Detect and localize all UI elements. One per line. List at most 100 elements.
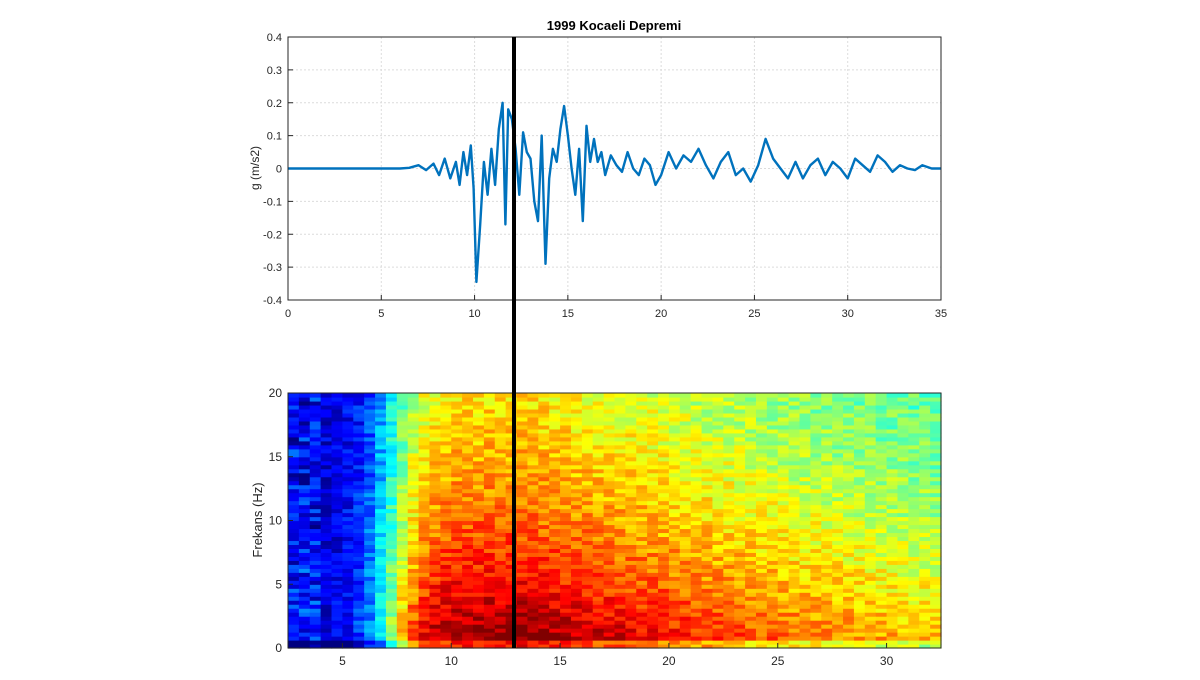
- spectrogram-cell: [636, 476, 648, 482]
- spectrogram-cell: [897, 416, 909, 422]
- spectrogram-cell: [690, 608, 703, 613]
- spectrogram-cell: [396, 492, 409, 498]
- spectrogram-cell: [701, 444, 714, 450]
- spectrogram-cell: [364, 444, 376, 450]
- spectrogram-cell: [908, 600, 920, 605]
- spectrogram-cell: [723, 608, 735, 613]
- spectrogram-cell: [821, 640, 833, 645]
- spectrogram-cell: [494, 516, 507, 522]
- spectrogram-cell: [723, 596, 735, 601]
- spectrogram-cell: [679, 624, 692, 629]
- spectrogram-cell: [658, 396, 670, 402]
- spectrogram-cell: [560, 396, 572, 402]
- spectrogram-cell: [636, 540, 648, 545]
- spectrogram-cell: [701, 644, 714, 649]
- spectrogram-cell: [494, 488, 507, 494]
- spectrogram-cell: [930, 604, 942, 609]
- spectrogram-cell: [483, 616, 496, 621]
- spectrogram-cell: [712, 564, 724, 569]
- spectrogram-cell: [331, 436, 344, 442]
- spectrogram-cell: [897, 524, 909, 530]
- spectrogram-cell: [723, 404, 735, 410]
- spectrogram-cell: [734, 452, 746, 458]
- spectrogram-cell: [603, 500, 616, 506]
- spectrogram-cell: [755, 464, 768, 470]
- spectrogram-cell: [843, 556, 855, 561]
- spectrogram-cell: [331, 544, 344, 549]
- spectrogram-cell: [396, 592, 409, 597]
- spectrogram-cell: [298, 480, 311, 486]
- spectrogram-cell: [614, 500, 626, 506]
- spectrogram-cell: [810, 464, 822, 470]
- spectrogram-cell: [668, 540, 681, 545]
- spectrogram-cell: [603, 436, 616, 442]
- spectrogram-cell: [875, 516, 888, 522]
- spectrogram-cell: [494, 524, 507, 530]
- spectrogram-cell: [755, 572, 768, 577]
- spectrogram-cell: [745, 416, 757, 422]
- spectrogram-cell: [418, 584, 431, 589]
- spectrogram-cell: [385, 472, 398, 478]
- spectrogram-cell: [527, 492, 539, 498]
- spectrogram-cell: [581, 632, 594, 637]
- spectrogram-cell: [755, 516, 768, 522]
- spectrogram-cell: [418, 440, 431, 446]
- spectrogram-cell: [494, 432, 507, 438]
- spectrogram-cell: [777, 464, 790, 470]
- spectrogram-cell: [843, 480, 855, 486]
- spectrogram-cell: [570, 460, 583, 466]
- spectrogram-cell: [636, 472, 648, 478]
- spectrogram-cell: [288, 532, 300, 538]
- spectrogram-cell: [342, 644, 354, 649]
- spectrogram-cell: [516, 432, 529, 438]
- spectrogram-cell: [451, 544, 463, 549]
- spectrogram-cell: [353, 540, 365, 545]
- spectrogram-cell: [853, 472, 866, 478]
- spectrogram-cell: [581, 436, 594, 442]
- spectrogram-cell: [451, 524, 463, 530]
- spectrogram-cell: [298, 600, 311, 605]
- spectrogram-cell: [668, 492, 681, 498]
- spectrogram-cell: [897, 460, 909, 466]
- spectrogram-cell: [843, 440, 855, 446]
- spectrogram-cell: [288, 504, 300, 510]
- spectrogram-cell: [897, 404, 909, 410]
- spectrogram-cell: [309, 516, 322, 522]
- spectrogram-cell: [581, 616, 594, 621]
- spectrogram-cell: [810, 536, 822, 542]
- spectrogram-cell: [799, 393, 811, 398]
- spectrogram-cell: [788, 476, 801, 482]
- spectrogram-cell: [625, 440, 637, 446]
- spectrogram-cell: [288, 444, 300, 450]
- spectrogram-cell: [418, 432, 431, 438]
- spectrogram-cell: [701, 560, 714, 565]
- spectrogram-cell: [570, 484, 583, 490]
- spectrogram-cell: [581, 544, 594, 549]
- spectrogram-cell: [505, 532, 518, 538]
- spectrogram-cell: [843, 544, 855, 549]
- spectrogram-cell: [745, 624, 757, 629]
- spectrogram-cell: [810, 632, 822, 637]
- spectrogram-cell: [690, 448, 703, 454]
- spectrogram-cell: [690, 416, 703, 422]
- spectrogram-cell: [549, 500, 561, 506]
- spectrogram-cell: [353, 432, 365, 438]
- spectrogram-cell: [766, 504, 779, 510]
- spectrogram-cell: [897, 604, 909, 609]
- spectrogram-cell: [581, 636, 594, 641]
- spectrogram-cell: [581, 504, 594, 510]
- spectrogram-cell: [853, 604, 866, 609]
- spectrogram-cell: [538, 508, 550, 514]
- spectrogram-cell: [875, 452, 888, 458]
- spectrogram-cell: [516, 564, 529, 569]
- spectrogram-cell: [385, 524, 398, 530]
- spectrogram-cell: [668, 436, 681, 442]
- spectrogram-cell: [473, 616, 485, 621]
- spectrogram-cell: [908, 396, 920, 402]
- spectrogram-cell: [462, 412, 474, 418]
- spectrogram-cell: [353, 440, 365, 446]
- spectrogram-cell: [483, 416, 496, 422]
- spectrogram-cell: [483, 500, 496, 506]
- spectrogram-cell: [690, 436, 703, 442]
- spectrogram-cell: [353, 436, 365, 442]
